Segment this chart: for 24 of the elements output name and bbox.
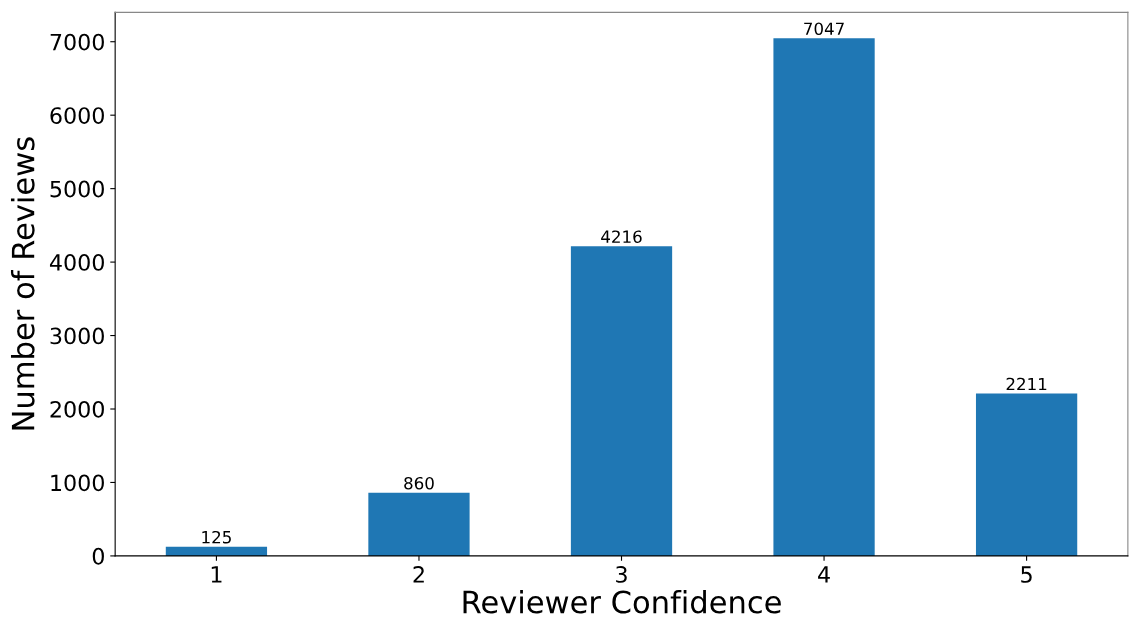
data-label: 2211 [1006, 377, 1047, 391]
y-tick-label: 7000 [50, 33, 104, 51]
y-tick-label: 3000 [50, 327, 104, 345]
data-label: 7047 [804, 22, 844, 36]
y-axis-title: Number of Reviews [10, 137, 35, 430]
bar [570, 246, 673, 556]
y-tick-label: 6000 [50, 107, 104, 124]
y-tick-label: 5000 [50, 180, 104, 198]
x-tick-label: 5 [1021, 566, 1032, 583]
bar [368, 492, 470, 556]
y-tick-label: 4000 [49, 254, 104, 271]
y-tick-label: 2000 [50, 400, 104, 418]
data-label: 4216 [601, 230, 642, 243]
x-tick-label: 2 [413, 566, 424, 583]
x-axis-title: Reviewer Confidence [463, 589, 781, 614]
data-label: 125 [202, 530, 231, 544]
bar [773, 38, 875, 556]
x-tick-label: 3 [616, 566, 627, 583]
x-tick-label: 1 [211, 566, 222, 583]
bar [975, 393, 1078, 556]
y-tick-label: 0 [92, 547, 104, 565]
x-tick-label: 4 [818, 566, 830, 583]
y-tick-label: 1000 [51, 474, 104, 492]
data-label: 860 [404, 476, 434, 490]
